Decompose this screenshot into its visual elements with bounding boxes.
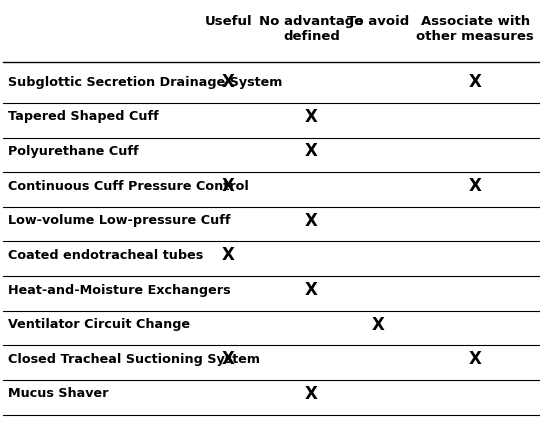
Text: X: X xyxy=(469,73,482,91)
Text: X: X xyxy=(469,177,482,195)
Text: X: X xyxy=(305,108,318,126)
Text: Associate with
other measures: Associate with other measures xyxy=(416,15,534,44)
Text: Coated endotracheal tubes: Coated endotracheal tubes xyxy=(8,249,204,262)
Text: Closed Tracheal Suctioning System: Closed Tracheal Suctioning System xyxy=(8,353,260,366)
Text: X: X xyxy=(305,385,318,403)
Text: Tapered Shaped Cuff: Tapered Shaped Cuff xyxy=(8,110,159,123)
Text: To avoid: To avoid xyxy=(348,15,410,28)
Text: X: X xyxy=(305,212,318,230)
Text: X: X xyxy=(222,73,235,91)
Text: Subglottic Secretion Drainage System: Subglottic Secretion Drainage System xyxy=(8,76,283,89)
Text: Continuous Cuff Pressure Control: Continuous Cuff Pressure Control xyxy=(8,180,249,193)
Text: Low-volume Low-pressure Cuff: Low-volume Low-pressure Cuff xyxy=(8,214,230,227)
Text: No advantage
defined: No advantage defined xyxy=(259,15,364,44)
Text: X: X xyxy=(372,316,385,334)
Text: Heat-and-Moisture Exchangers: Heat-and-Moisture Exchangers xyxy=(8,283,231,297)
Text: Mucus Shaver: Mucus Shaver xyxy=(8,387,109,401)
Text: X: X xyxy=(305,281,318,299)
Text: X: X xyxy=(222,247,235,265)
Text: X: X xyxy=(305,143,318,160)
Text: Polyurethane Cuff: Polyurethane Cuff xyxy=(8,145,139,158)
Text: X: X xyxy=(222,177,235,195)
Text: X: X xyxy=(222,351,235,369)
Text: Ventilator Circuit Change: Ventilator Circuit Change xyxy=(8,318,190,331)
Text: X: X xyxy=(469,351,482,369)
Text: Useful: Useful xyxy=(205,15,252,28)
